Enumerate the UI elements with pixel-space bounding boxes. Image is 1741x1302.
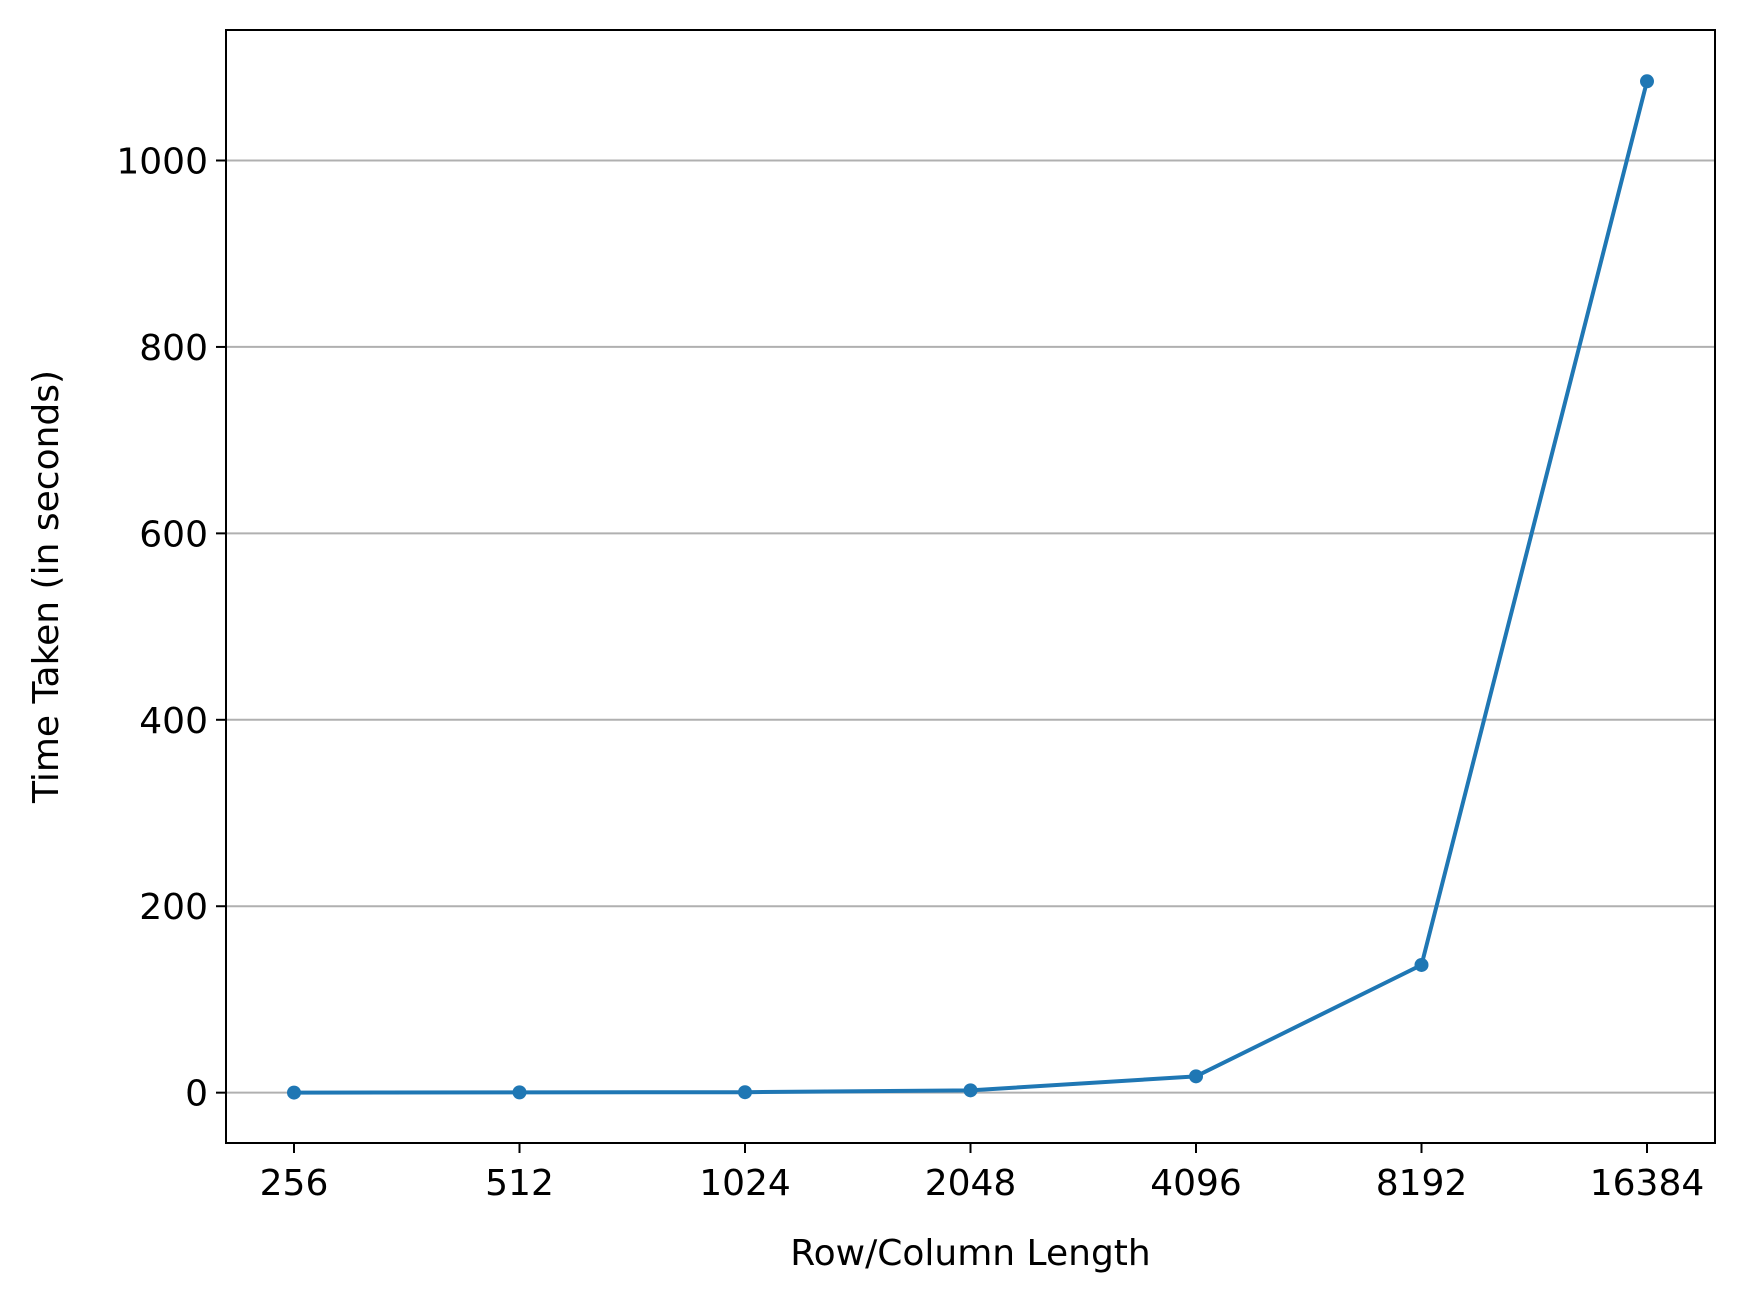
data-point: [1640, 74, 1654, 89]
y-tick-label: 400: [139, 701, 208, 742]
x-tick-label: 8192: [1376, 1163, 1468, 1204]
x-tick-label: 2048: [925, 1163, 1017, 1204]
y-tick-label: 1000: [116, 142, 208, 183]
x-tick-label: 4096: [1150, 1163, 1242, 1204]
data-point: [1414, 957, 1429, 972]
x-tick-label: 256: [260, 1163, 329, 1204]
data-point: [963, 1083, 978, 1098]
y-tick-label: 600: [139, 514, 208, 555]
tick-layer: 0 200 400 600 800 1000 256 512 1024 2048 4096 8192 1…: [116, 142, 1704, 1204]
y-tick-label: 0: [185, 1074, 208, 1115]
y-axis-title: Time Taken (in seconds): [26, 370, 67, 804]
data-point: [287, 1085, 301, 1100]
x-tick-label: 1024: [699, 1163, 791, 1204]
plot-frame: [225, 29, 1716, 1144]
x-tick-label: 512: [485, 1163, 554, 1204]
data-point: [512, 1085, 527, 1100]
x-axis-title: Row/Column Length: [790, 1233, 1150, 1274]
grid-layer: [226, 159, 1715, 1094]
x-tick-label: 16384: [1590, 1163, 1705, 1204]
data-point: [738, 1085, 752, 1100]
data-point: [1189, 1069, 1203, 1084]
series-line: [293, 80, 1649, 1095]
y-tick-label: 200: [139, 887, 208, 928]
y-tick-label: 800: [139, 328, 208, 369]
series-layer: [287, 74, 1654, 1100]
